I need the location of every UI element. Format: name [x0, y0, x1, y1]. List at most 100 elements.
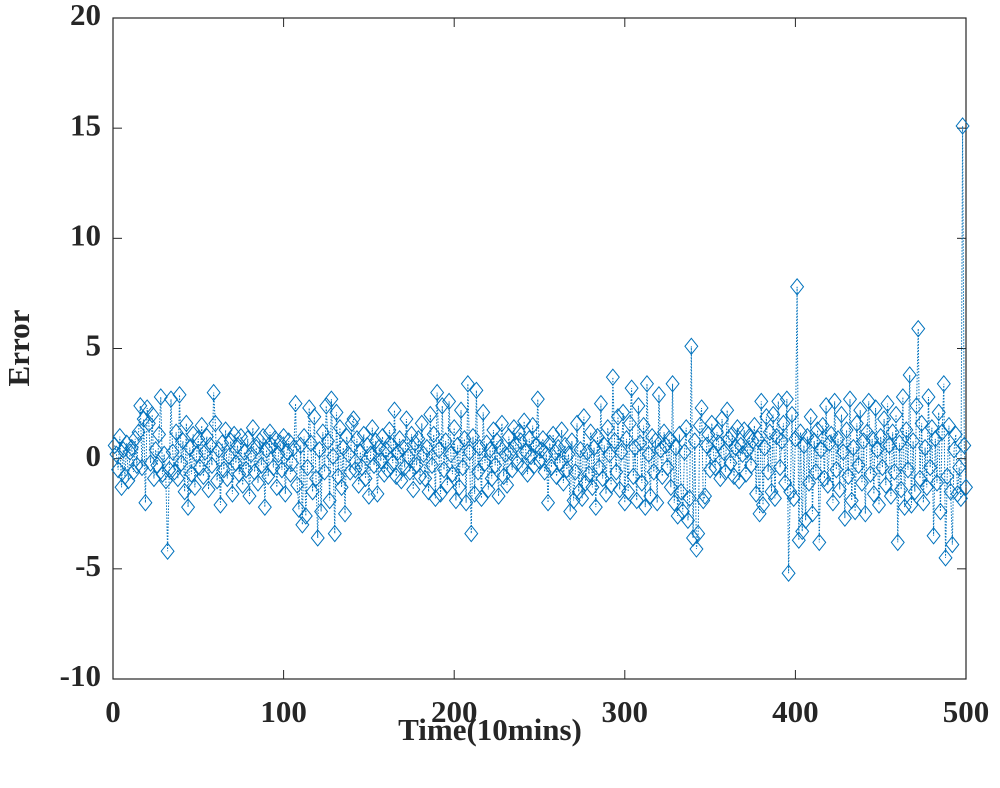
data-point [517, 412, 532, 431]
data-point [158, 471, 173, 490]
data-point [443, 445, 458, 464]
data-point [351, 476, 366, 494]
data-point [250, 474, 266, 492]
data-point [895, 388, 910, 406]
data-point [310, 529, 325, 547]
data-point [919, 478, 934, 497]
data-point [170, 469, 185, 488]
data-point [634, 474, 649, 492]
data-point [825, 493, 840, 512]
data-point [204, 456, 219, 475]
data-point [368, 432, 383, 450]
data-point [810, 421, 825, 439]
data-point [269, 478, 284, 497]
data-point [191, 430, 206, 448]
x-tick-label: 200 [431, 694, 478, 729]
data-point [152, 425, 167, 444]
data-point [941, 416, 956, 435]
data-point [225, 485, 240, 503]
data-point [720, 401, 735, 419]
data-point [837, 509, 852, 527]
data-point [254, 456, 269, 475]
data-point [575, 489, 590, 508]
data-point [452, 478, 467, 497]
data-point [264, 436, 279, 455]
data-point [307, 408, 322, 426]
data-point [414, 414, 429, 433]
x-axis-label: Time(10mins) [398, 712, 582, 747]
data-point [503, 443, 518, 461]
data-point [687, 432, 702, 450]
data-point [131, 423, 146, 442]
data-point [416, 445, 431, 464]
data-point [929, 474, 945, 492]
data-point [701, 425, 716, 444]
data-point [401, 447, 416, 466]
data-point [750, 430, 765, 448]
data-point [208, 414, 223, 433]
data-point [621, 482, 636, 501]
data-point [317, 463, 332, 481]
data-point [660, 458, 675, 477]
data-point [757, 438, 772, 457]
data-point [827, 392, 842, 411]
data-point [614, 443, 629, 461]
data-point [885, 423, 900, 442]
data-point [865, 430, 880, 448]
data-point [385, 454, 400, 472]
data-point [337, 504, 353, 523]
data-point [447, 419, 462, 437]
data-point [189, 445, 204, 464]
data-point [619, 430, 634, 448]
data-point [423, 405, 438, 424]
data-point [366, 456, 382, 475]
data-point [761, 463, 776, 481]
data-point [537, 463, 552, 481]
data-point [931, 403, 946, 422]
data-point [889, 405, 904, 424]
data-point [779, 390, 794, 408]
data-point [378, 441, 394, 459]
data-point [694, 399, 709, 417]
data-point [298, 507, 313, 525]
data-point [539, 445, 554, 464]
data-point [327, 524, 342, 543]
data-point [134, 458, 150, 477]
data-point [663, 478, 678, 497]
data-point [552, 454, 568, 472]
data-point [788, 430, 803, 448]
data-point [184, 465, 199, 483]
data-point [360, 436, 375, 455]
data-point [873, 427, 888, 446]
data-point [863, 465, 878, 483]
data-point [216, 460, 231, 479]
data-point [155, 465, 170, 483]
data-point [332, 419, 347, 437]
data-point [297, 427, 312, 446]
data-point [192, 458, 208, 477]
data-point [612, 480, 627, 499]
data-point [271, 445, 286, 464]
data-point [912, 469, 927, 488]
data-point [172, 385, 187, 404]
data-point [569, 414, 585, 433]
data-point [936, 374, 951, 393]
data-point [829, 460, 844, 479]
data-point [602, 445, 617, 464]
data-point [459, 493, 474, 512]
data-point [126, 463, 141, 481]
data-point [958, 478, 974, 497]
data-point [283, 465, 298, 483]
data-point [721, 430, 736, 448]
data-point [691, 524, 706, 543]
data-point [894, 480, 909, 499]
data-point [626, 467, 641, 486]
data-point [836, 443, 851, 461]
data-point [498, 445, 513, 464]
data-point [834, 405, 849, 424]
data-point [215, 434, 230, 453]
data-point [523, 447, 539, 466]
data-point [651, 385, 666, 404]
x-tick-label: 0 [105, 694, 121, 729]
data-point [627, 438, 643, 457]
